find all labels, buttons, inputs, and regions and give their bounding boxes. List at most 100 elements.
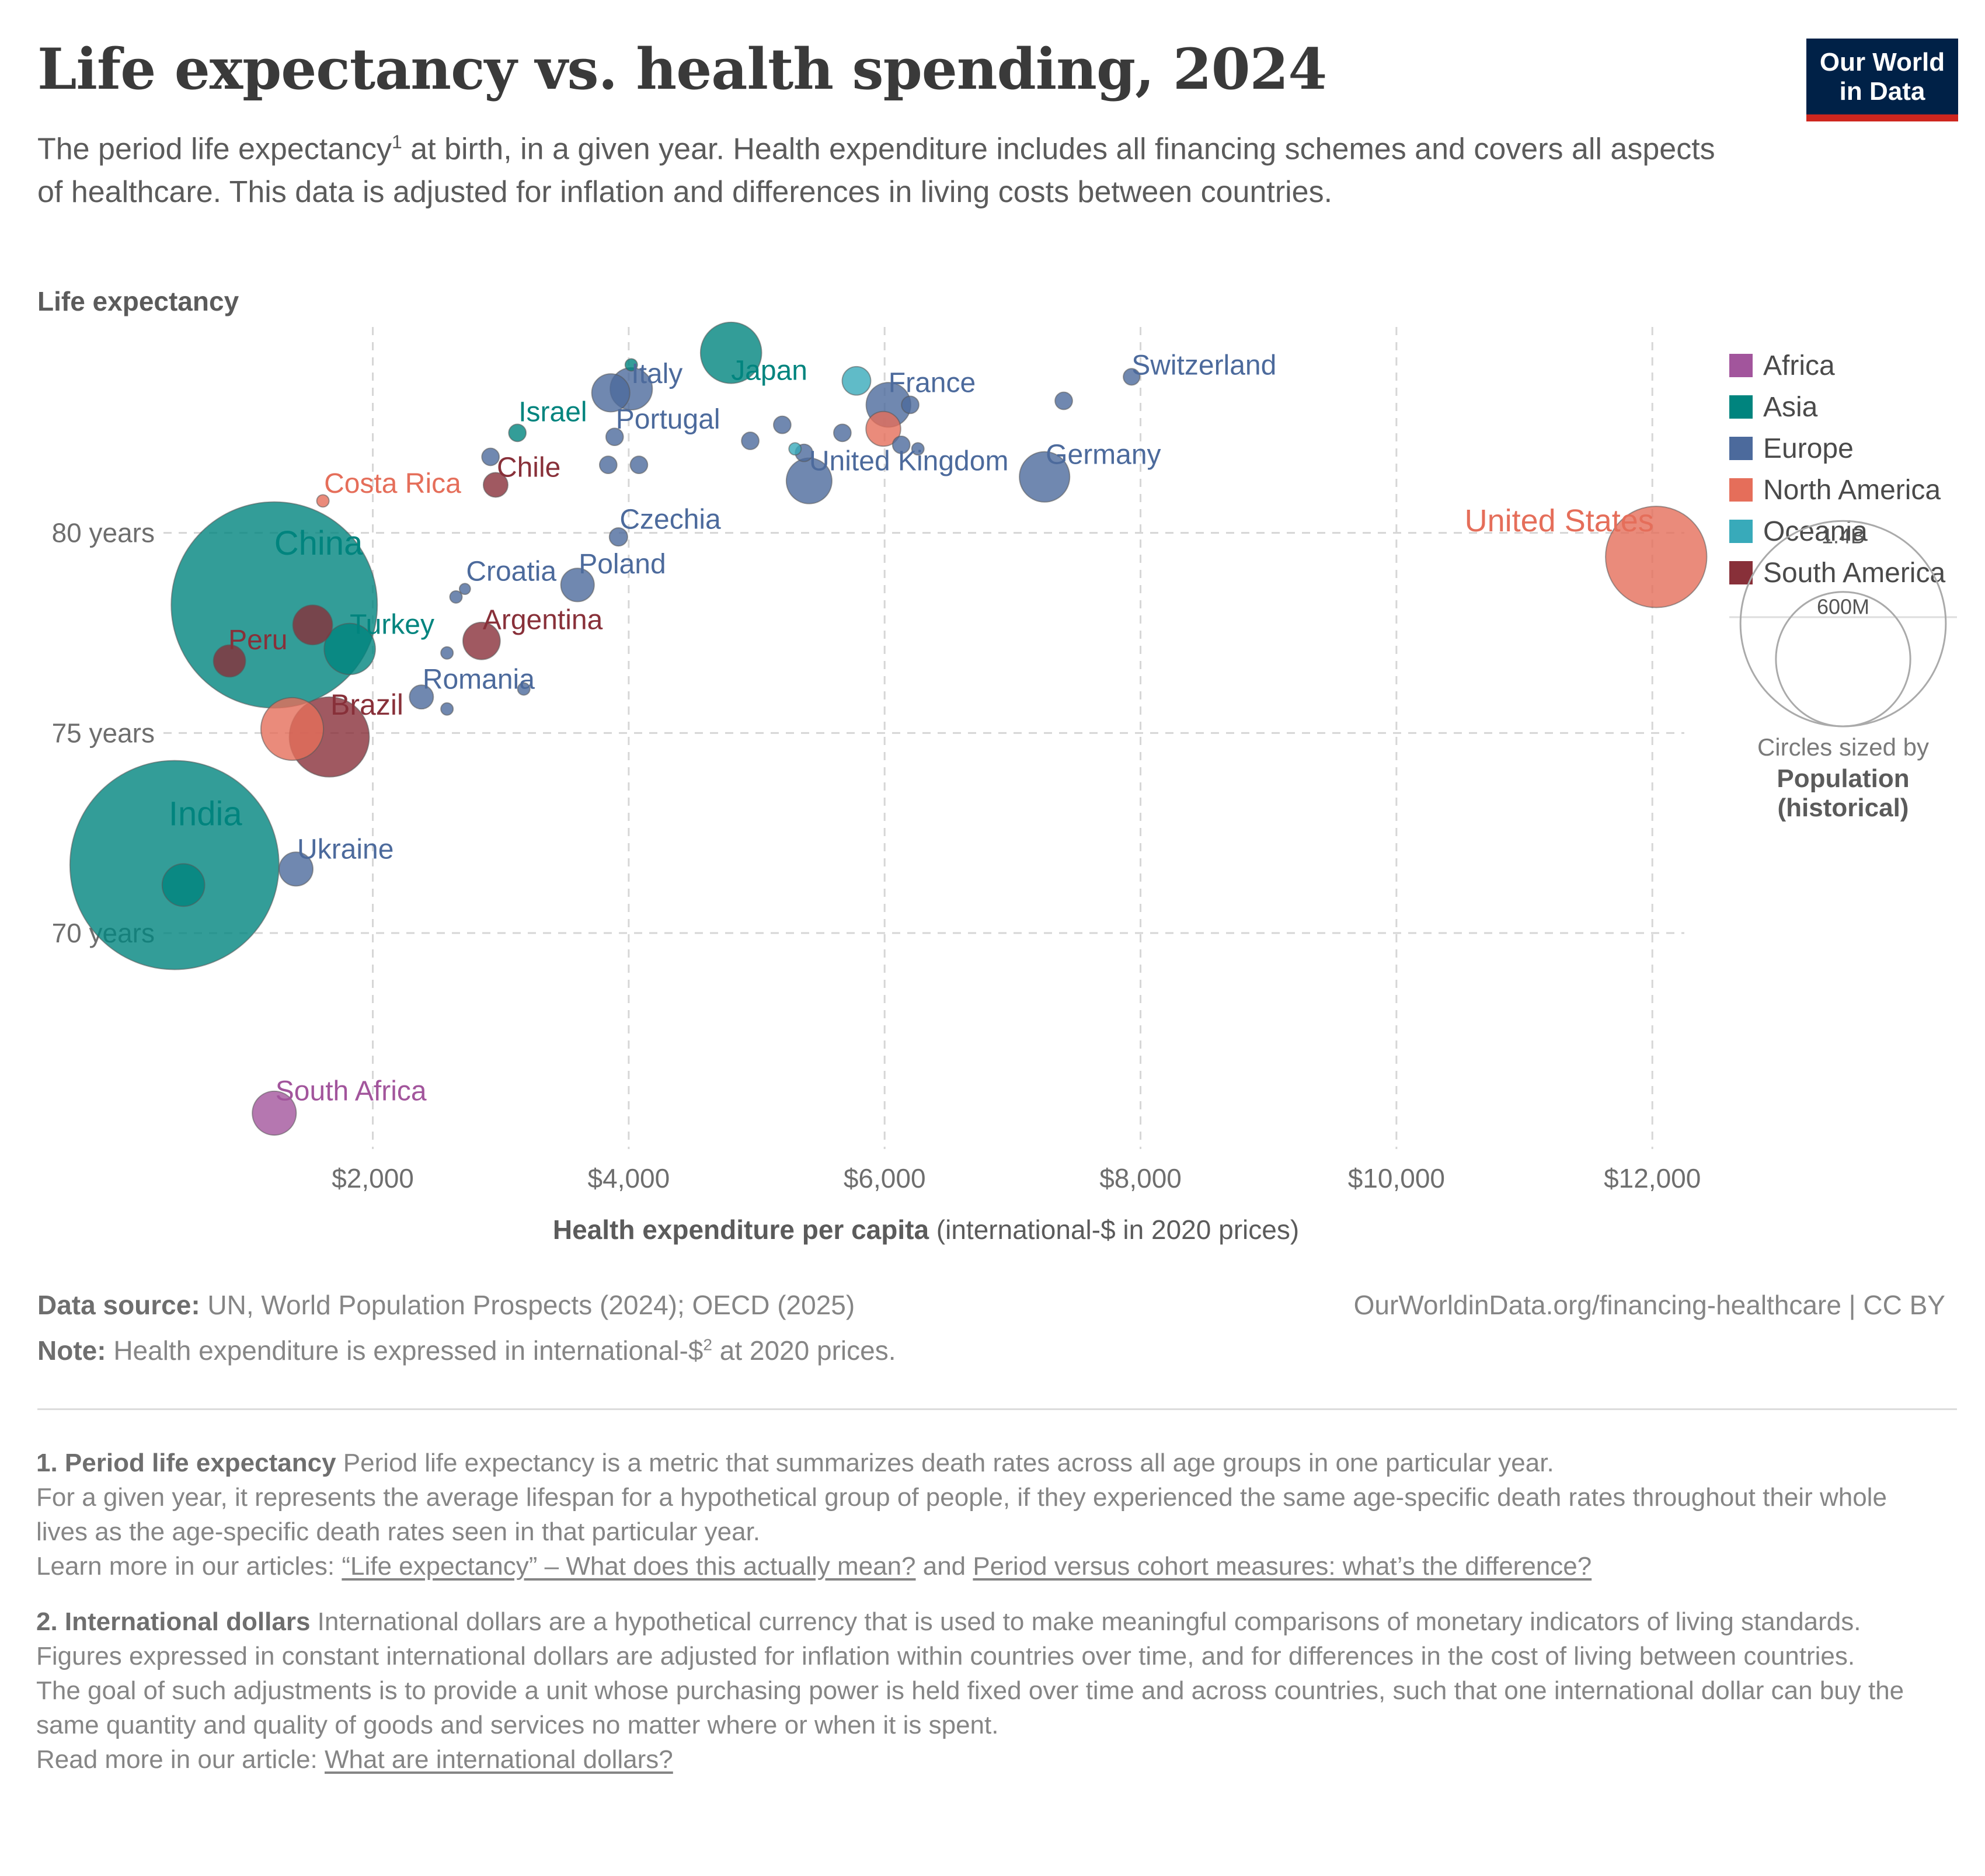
legend-swatch-oceania[interactable] (1729, 520, 1753, 543)
footnote-ref-1[interactable]: 1 (392, 131, 402, 152)
point-country-1[interactable] (161, 863, 206, 907)
y-tick-label-80: 80 years (52, 518, 155, 548)
footnote-1-learn-more: Learn more in our articles: (36, 1552, 342, 1581)
legend-swatch-asia[interactable] (1729, 395, 1753, 419)
point-romania[interactable] (409, 684, 434, 710)
point-country-14[interactable] (292, 604, 333, 646)
chart-subtitle: The period life expectancy1 at birth, in… (37, 120, 1719, 214)
point-costa-rica[interactable] (316, 494, 330, 508)
point-country-28[interactable] (833, 423, 852, 443)
point-oceania-1[interactable] (841, 366, 872, 396)
point-country-22[interactable] (901, 395, 920, 415)
point-peru[interactable] (213, 644, 246, 678)
point-country-8[interactable] (260, 697, 325, 761)
x-axis-label-bold: Health expenditure per capita (553, 1214, 929, 1245)
point-label-switzerland: Switzerland (1131, 350, 1276, 381)
subtitle-part-b: at birth, in a given year. Health expend… (37, 132, 1715, 210)
period-cohort-article-link[interactable]: Period versus cohort measures: what’s th… (973, 1552, 1592, 1581)
point-label-south-africa: South Africa (276, 1076, 427, 1106)
subtitle-part-a: The period life expectancy (37, 132, 392, 166)
legend-label-europe[interactable]: Europe (1763, 433, 1854, 464)
size-legend-label-600m: 600M (1817, 595, 1869, 619)
point-label-costa-rica: Costa Rica (324, 468, 461, 499)
point-oceania-2[interactable] (788, 442, 802, 456)
footnote-2-para-2: Figures expressed in constant internatio… (36, 1642, 1855, 1670)
legend-label-north-america[interactable]: North America (1763, 475, 1941, 506)
legend-swatch-north-america[interactable] (1729, 478, 1753, 502)
legend-swatch-europe[interactable] (1729, 437, 1753, 460)
legend-label-africa[interactable]: Africa (1763, 350, 1835, 381)
y-tick-label-75: 75 years (52, 718, 155, 748)
x-tick-label-2000: $2,000 (332, 1163, 414, 1193)
point-country-41[interactable] (440, 646, 454, 660)
x-tick-label-12000: $12,000 (1604, 1163, 1701, 1193)
point-country-20[interactable] (591, 373, 631, 413)
size-legend-variable: Population (1777, 764, 1909, 793)
point-argentina[interactable] (462, 621, 501, 660)
size-legend-circle-600m (1775, 591, 1911, 728)
owid-logo[interactable]: Our World in Data (1806, 39, 1958, 121)
point-country-24[interactable] (1054, 391, 1073, 410)
footnote-ref-2[interactable]: 2 (703, 1335, 712, 1354)
point-chile[interactable] (482, 472, 509, 498)
point-label-israel: Israel (518, 396, 587, 427)
point-poland[interactable] (560, 568, 595, 603)
source-label: Data source: (37, 1290, 200, 1320)
footnote-1-title: 1. Period life expectancy (36, 1449, 336, 1477)
point-label-portugal: Portugal (616, 404, 720, 435)
point-country-33[interactable] (598, 455, 618, 475)
point-czechia[interactable] (608, 527, 628, 547)
point-country-26[interactable] (773, 415, 792, 434)
point-country-27[interactable] (741, 431, 760, 450)
point-israel[interactable] (508, 423, 527, 443)
footnote-1-para-2: For a given year, it represents the aver… (36, 1483, 1887, 1546)
point-label-turkey: Turkey (350, 609, 434, 640)
legend-label-asia[interactable]: Asia (1763, 392, 1818, 423)
x-tick-label-6000: $6,000 (844, 1163, 926, 1193)
point-india[interactable] (69, 760, 280, 970)
size-legend-caption: Circles sized by (1757, 733, 1929, 761)
note-text-a: Health expenditure is expressed in inter… (106, 1335, 704, 1366)
chart-title: Life expectancy vs. health spending, 202… (37, 36, 1327, 102)
footnote-divider (37, 1408, 1957, 1410)
point-country-10[interactable] (865, 410, 901, 447)
point-country-34[interactable] (629, 455, 649, 475)
legend-label-south-america[interactable]: South America (1763, 558, 1945, 589)
point-country-30[interactable] (911, 442, 925, 456)
size-legend: 1.4B 600M Circles sized by Population(histo… (1739, 520, 1947, 822)
point-label-chile: Chile (497, 452, 560, 483)
x-tick-label-10000: $10,000 (1348, 1163, 1445, 1193)
point-country-39[interactable] (449, 590, 463, 604)
source-text[interactable]: UN, World Population Prospects (2024); O… (200, 1290, 855, 1320)
footnote-2-para-3: The goal of such adjustments is to provi… (36, 1676, 1904, 1739)
point-country-44[interactable] (517, 682, 531, 696)
x-axis-ticks: $2,000 $4,000 $6,000 $8,000 $10,000 $12,000 (332, 1163, 1701, 1193)
point-japan[interactable] (699, 321, 762, 384)
point-portugal[interactable] (605, 427, 624, 447)
legend-swatch-south-america[interactable] (1729, 561, 1753, 584)
point-turkey[interactable] (323, 622, 376, 676)
point-south-africa[interactable] (252, 1090, 297, 1136)
point-switzerland[interactable] (1123, 368, 1141, 386)
logo-line-1: Our World (1819, 48, 1945, 76)
legend-swatch-africa[interactable] (1729, 354, 1753, 377)
point-germany[interactable] (1019, 451, 1071, 503)
grid-lines (163, 327, 1684, 1149)
point-country-32[interactable] (481, 447, 500, 467)
x-axis-label-rest: (international-$ in 2020 prices) (929, 1214, 1299, 1245)
point-country-29[interactable] (891, 436, 911, 454)
life-expectancy-article-link[interactable]: “Life expectancy” – What does this actua… (342, 1552, 916, 1581)
point-label-croatia: Croatia (466, 556, 556, 587)
size-legend-label-1-4b: 1.4B (1822, 524, 1865, 548)
source-url[interactable]: OurWorldinData.org/financing-healthcare … (1353, 1290, 1945, 1320)
chart-note: Note: Health expenditure is expressed in… (37, 1335, 896, 1366)
point-croatia[interactable] (458, 583, 471, 596)
point-label-united-kingdom: United Kingdom (809, 446, 1009, 477)
point-country-6[interactable] (624, 358, 638, 372)
point-ukraine[interactable] (278, 851, 314, 887)
logo-line-2: in Data (1839, 77, 1925, 106)
international-dollars-article-link[interactable]: What are international dollars? (325, 1745, 673, 1774)
point-united-states[interactable] (1605, 506, 1708, 608)
footnote-1-para-1: 1. Period life expectancy Period life ex… (36, 1446, 1928, 1480)
point-country-43[interactable] (440, 702, 454, 716)
